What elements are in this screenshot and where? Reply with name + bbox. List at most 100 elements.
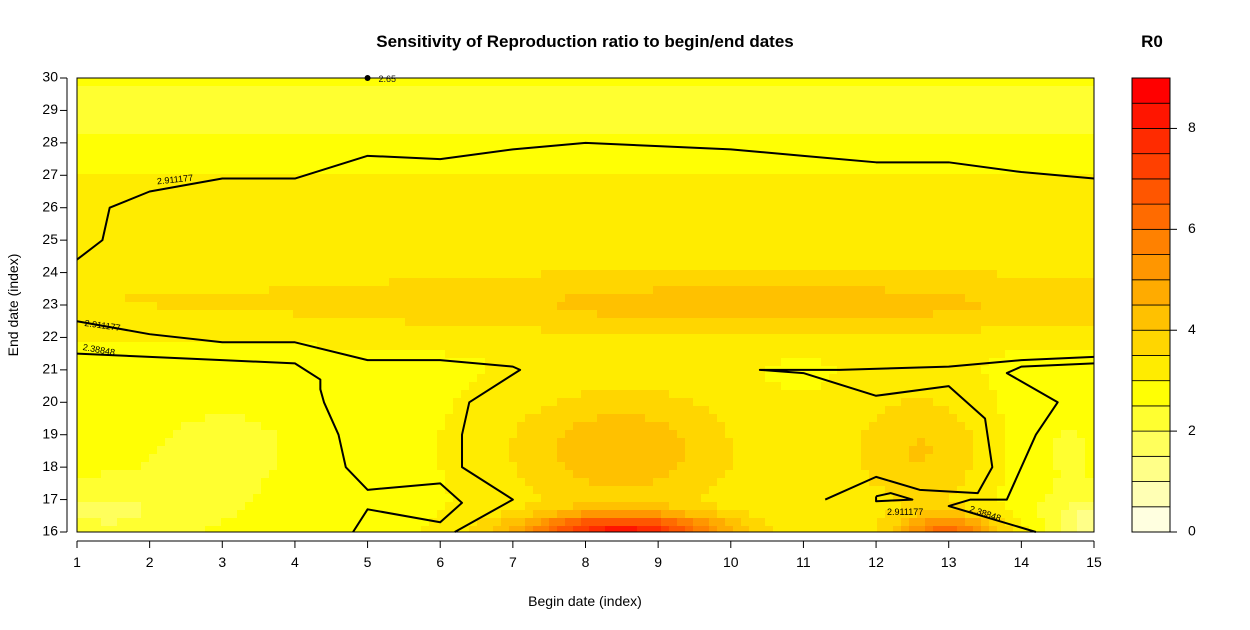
heatmap-cell [861,286,870,295]
heatmap-cell [213,214,222,223]
heatmap-cell [485,262,494,271]
heatmap-cell [717,350,726,359]
heatmap-cell [189,158,198,167]
heatmap-cell [197,334,206,343]
heatmap-cell [157,134,166,143]
heatmap-cell [557,102,566,111]
heatmap-cell [85,222,94,231]
heatmap-cell [973,350,982,359]
heatmap-cell [133,238,142,247]
heatmap-cell [549,206,558,215]
heatmap-cell [749,118,758,127]
heatmap-cell [549,230,558,239]
heatmap-cell [685,158,694,167]
heatmap-cell [149,166,158,175]
heatmap-cell [837,270,846,279]
heatmap-cell [869,302,878,311]
heatmap-cell [677,134,686,143]
heatmap-cell [1045,182,1054,191]
heatmap-cell [229,382,238,391]
heatmap-cell [701,206,710,215]
heatmap-cell [181,358,190,367]
heatmap-cell [445,158,454,167]
heatmap-cell [101,302,110,311]
heatmap-cell [485,190,494,199]
heatmap-cell [645,134,654,143]
heatmap-cell [197,182,206,191]
heatmap-cell [157,110,166,119]
heatmap-cell [453,254,462,263]
heatmap-cell [149,366,158,375]
heatmap-cell [1029,342,1038,351]
heatmap-cell [405,262,414,271]
heatmap-cell [741,222,750,231]
heatmap-cell [685,230,694,239]
heatmap-cell [557,78,566,87]
heatmap-cell [629,366,638,375]
heatmap-cell [237,126,246,135]
heatmap-cell [341,278,350,287]
heatmap-cell [485,270,494,279]
heatmap-cell [645,126,654,135]
heatmap-cell [301,302,310,311]
heatmap-cell [85,94,94,103]
heatmap-cell [309,182,318,191]
heatmap-cell [693,214,702,223]
heatmap-cell [333,262,342,271]
heatmap-cell [165,206,174,215]
heatmap-cell [789,102,798,111]
heatmap-cell [325,254,334,263]
heatmap-cell [677,358,686,367]
heatmap-cell [789,318,798,327]
heatmap-cell [973,214,982,223]
heatmap-cell [1045,310,1054,319]
heatmap-cell [357,270,366,279]
heatmap-cell [877,334,886,343]
heatmap-cell [413,286,422,295]
heatmap-cell [557,366,566,375]
heatmap-cell [533,190,542,199]
heatmap-cell [965,230,974,239]
heatmap-cell [413,94,422,103]
heatmap-cell [701,94,710,103]
heatmap-cell [293,134,302,143]
heatmap-cell [733,382,742,391]
heatmap-cell [397,118,406,127]
heatmap-cell [765,350,774,359]
heatmap-cell [893,142,902,151]
heatmap-cell [77,230,86,239]
heatmap-cell [669,158,678,167]
heatmap-cell [301,150,310,159]
heatmap-cell [541,350,550,359]
heatmap-cell [685,190,694,199]
heatmap-cell [909,358,918,367]
heatmap-cell [621,118,630,127]
heatmap-cell [485,182,494,191]
heatmap-cell [269,262,278,271]
heatmap-cell [501,238,510,247]
heatmap-cell [285,118,294,127]
heatmap-cell [781,174,790,183]
heatmap-cell [741,326,750,335]
heatmap-cell [765,118,774,127]
heatmap-cell [557,206,566,215]
heatmap-cell [925,150,934,159]
heatmap-cell [365,302,374,311]
heatmap-cell [397,310,406,319]
heatmap-cell [773,118,782,127]
heatmap-cell [1045,158,1054,167]
heatmap-cell [693,350,702,359]
heatmap-cell [629,374,638,383]
heatmap-cell [189,150,198,159]
heatmap-cell [965,238,974,247]
heatmap-cell [229,222,238,231]
heatmap-cell [685,134,694,143]
heatmap-cell [189,302,198,311]
heatmap-cell [1029,182,1038,191]
heatmap-cell [461,126,470,135]
heatmap-cell [701,302,710,311]
heatmap-cell [141,126,150,135]
heatmap-cell [1005,374,1014,383]
heatmap-cell [989,150,998,159]
heatmap-cell [117,190,126,199]
